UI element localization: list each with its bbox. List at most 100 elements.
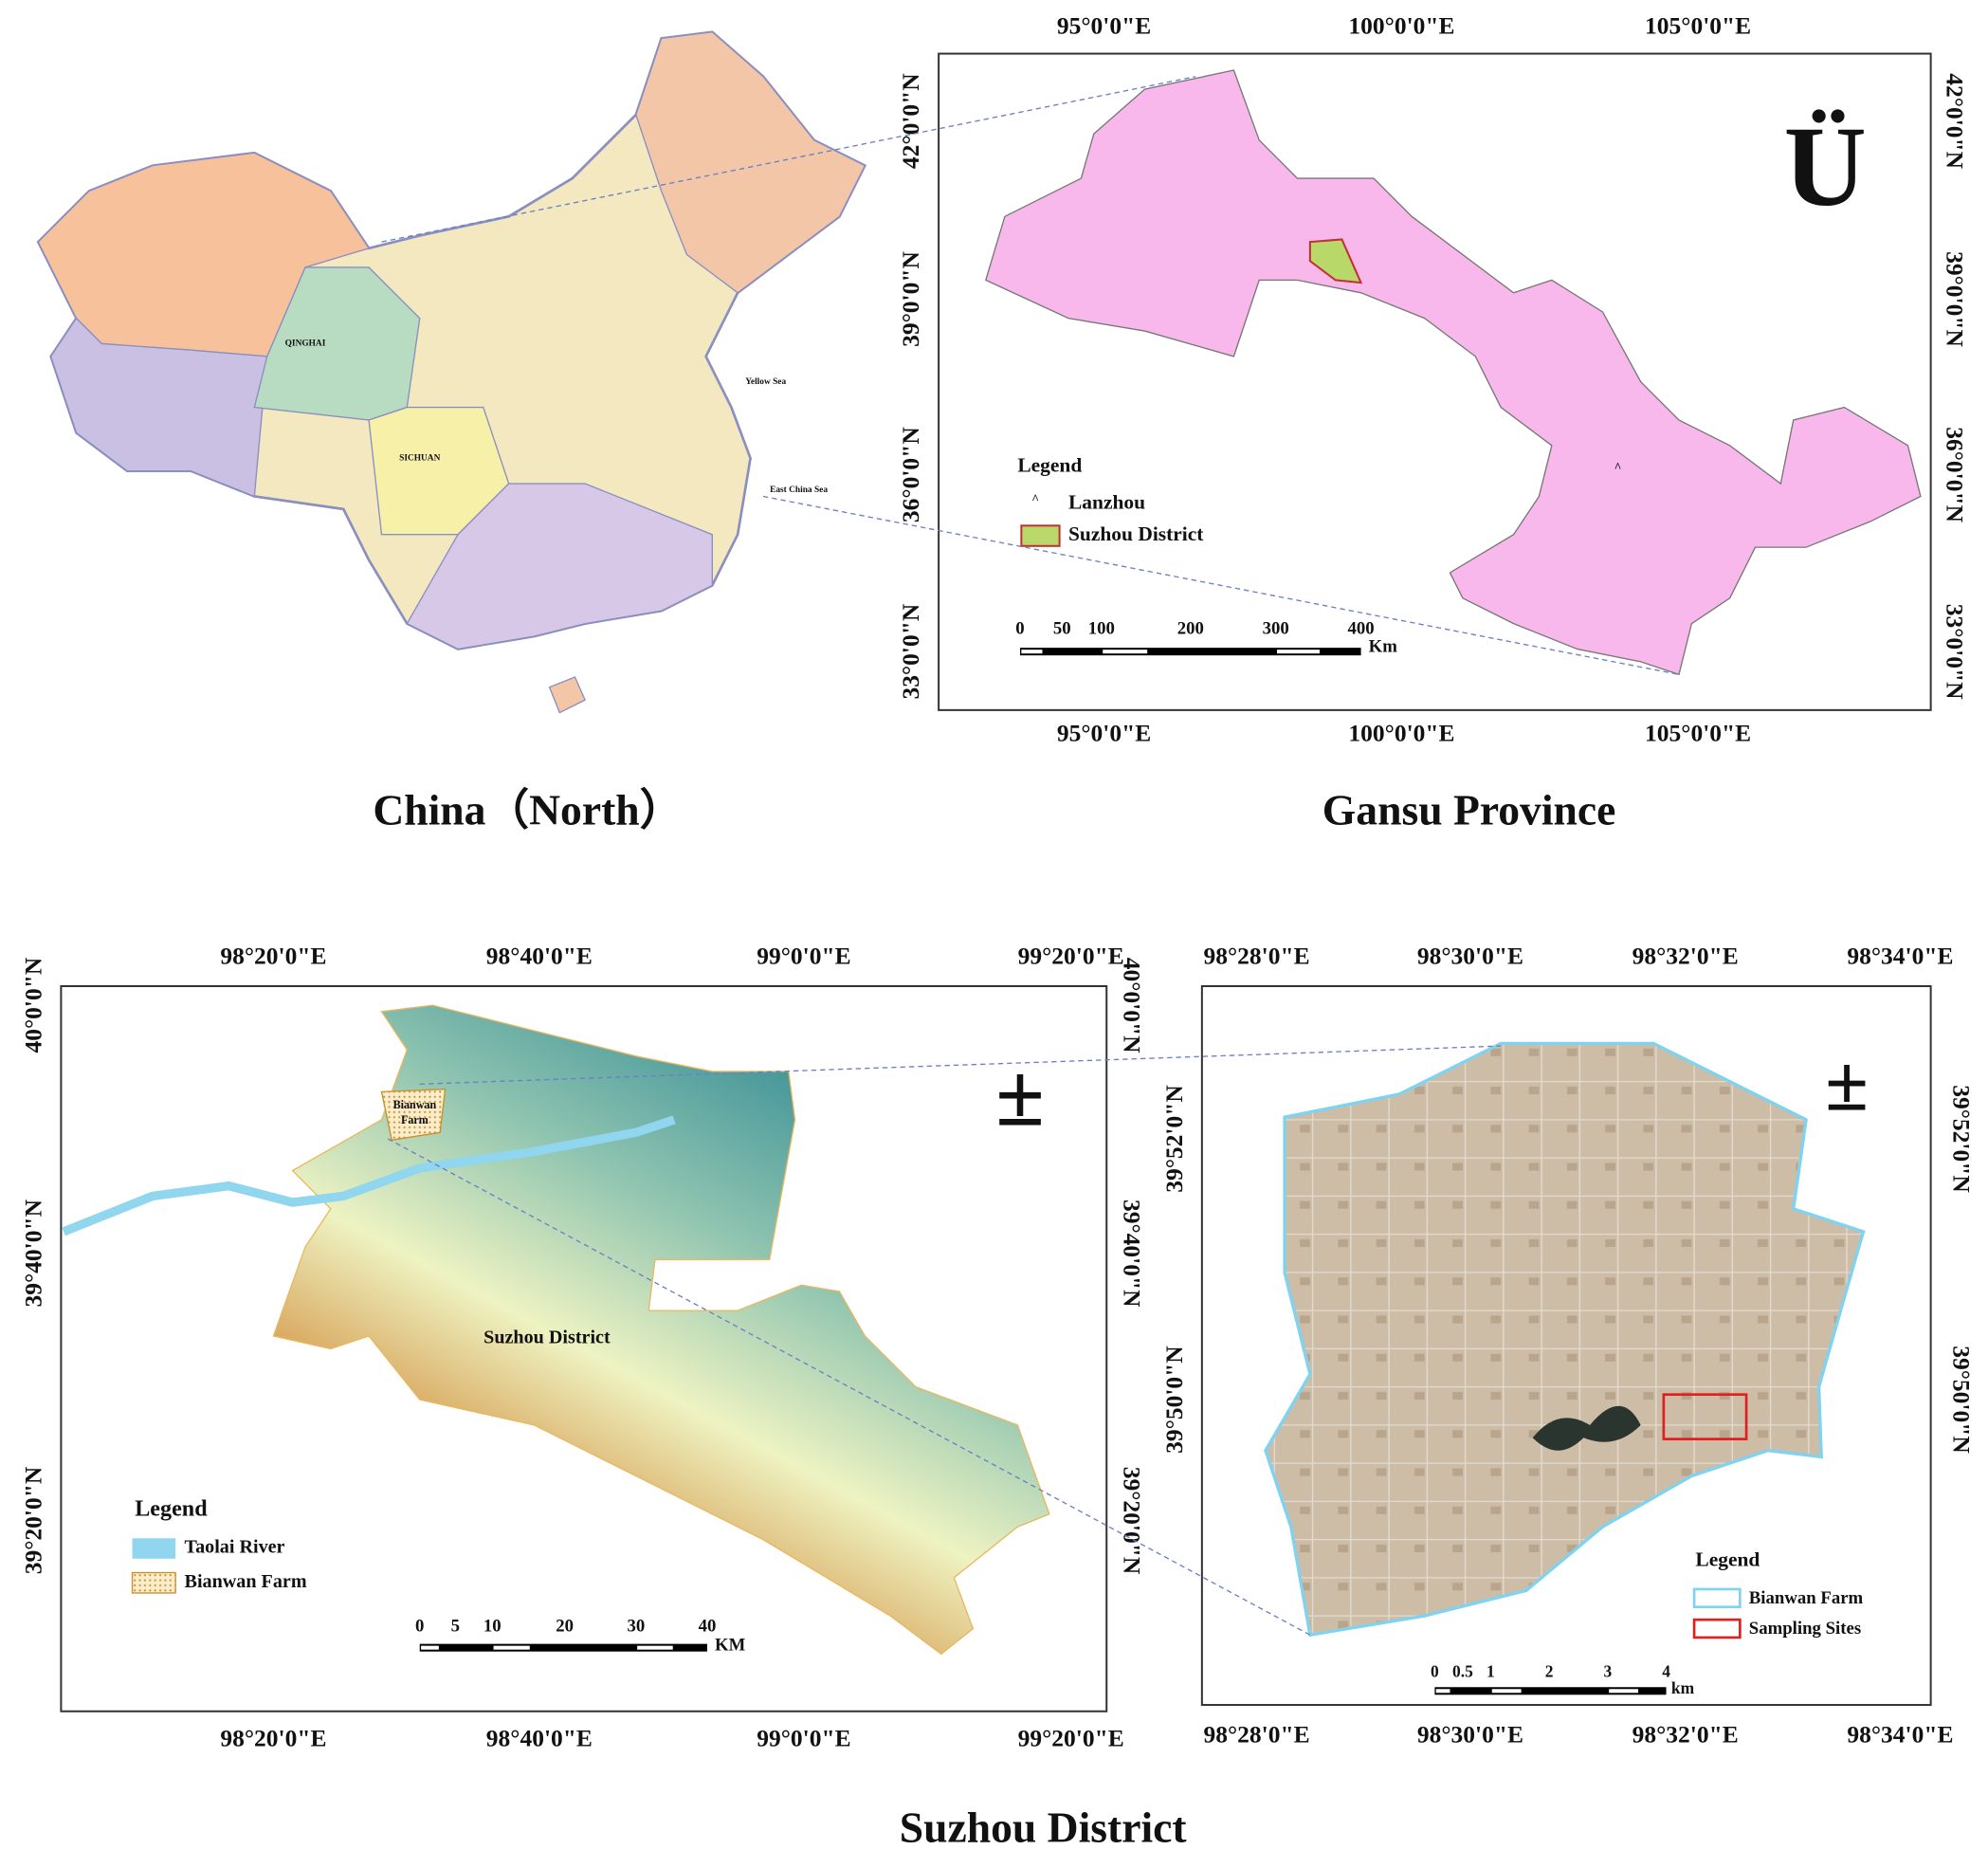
legend-swatch: [1020, 524, 1061, 547]
legend-title: Legend: [1017, 454, 1082, 477]
legend-item: Lanzhou: [1068, 490, 1145, 513]
scale-bar-segment: [1277, 650, 1320, 654]
scale-bar-segment: [493, 1645, 530, 1650]
scale-bar-segment: [1021, 650, 1043, 654]
scale-label: 0: [1015, 619, 1024, 639]
scale-label: 300: [1263, 619, 1289, 639]
scale-bar-segment: [421, 1645, 439, 1650]
south: [406, 483, 713, 650]
y-tick-label: 39°0'0"N: [897, 251, 924, 347]
y-tick-label: 42°0'0"N: [1942, 73, 1969, 169]
y-tick-label: 39°20'0"N: [19, 1466, 46, 1574]
x-tick-label: 95°0'0"E: [1057, 720, 1151, 747]
y-tick-label: 39°40'0"N: [19, 1199, 46, 1307]
northeast: [635, 31, 866, 294]
region-label: East China Sea: [770, 485, 828, 495]
north-arrow: Ü: [1784, 103, 1867, 230]
tibet: [49, 317, 268, 498]
x-tick-label: 98°32'0"E: [1632, 1720, 1739, 1748]
y-tick-label: 36°0'0"N: [1942, 427, 1969, 522]
scale-bar: [419, 1643, 707, 1652]
scale-label: 4: [1662, 1661, 1670, 1680]
scale-unit: km: [1671, 1678, 1695, 1697]
lanzhou-marker: ^: [1614, 460, 1622, 474]
connector-line: [387, 1138, 1311, 1636]
farm-label: Bianwan: [393, 1098, 437, 1111]
panel-title: China（North）: [373, 785, 683, 833]
scale-label: 10: [483, 1617, 502, 1637]
x-tick-label: 98°30'0"E: [1417, 942, 1523, 969]
scale-bar-segment: [1609, 1689, 1639, 1694]
scale-label: 5: [451, 1617, 460, 1637]
scale-bar: [1434, 1687, 1667, 1695]
scale-bar-segment: [1491, 1689, 1522, 1694]
y-tick-label: 36°0'0"N: [897, 427, 924, 522]
x-tick-label: 98°20'0"E: [220, 942, 326, 969]
bianwan-farm: [380, 1088, 447, 1142]
scale-bar-segment: [637, 1645, 673, 1650]
map-frame: [1200, 985, 1932, 1707]
suzhou-district: [272, 1004, 1050, 1656]
legend-item: Suzhou District: [1068, 522, 1204, 545]
x-tick-label: 99°20'0"E: [1018, 942, 1124, 969]
legend-item: Bianwan Farm: [185, 1571, 307, 1592]
legend-swatch: [132, 1538, 176, 1559]
scale-unit: KM: [715, 1636, 746, 1656]
legend-item: Taolai River: [185, 1537, 285, 1558]
scale-unit: Km: [1369, 636, 1398, 656]
x-tick-label: 100°0'0"E: [1348, 12, 1454, 40]
scale-label: 40: [699, 1617, 717, 1637]
scale-bar-segment: [1103, 650, 1148, 654]
connector-line: [381, 76, 1196, 243]
region-label: Yellow Sea: [745, 377, 786, 387]
pond: [1532, 1405, 1641, 1451]
x-tick-label: 98°28'0"E: [1203, 942, 1309, 969]
scale-label: 20: [556, 1617, 574, 1637]
north-arrow: ±: [1825, 1039, 1869, 1126]
x-tick-label: 105°0'0"E: [1645, 12, 1751, 40]
x-tick-label: 99°20'0"E: [1018, 1724, 1124, 1751]
y-tick-label: 39°50'0"N: [1160, 1346, 1188, 1454]
scale-label: 3: [1603, 1661, 1612, 1680]
map-frame: [938, 52, 1932, 711]
y-tick-label: 42°0'0"N: [897, 73, 924, 169]
connector-line: [419, 1045, 1502, 1085]
north-arrow: ±: [995, 1046, 1045, 1145]
connector-line: [762, 495, 1680, 675]
legend-title: Legend: [135, 1495, 208, 1521]
y-tick-label: 33°0'0"N: [1942, 604, 1969, 700]
scale-label: 2: [1545, 1661, 1554, 1680]
x-tick-label: 98°40'0"E: [486, 1724, 593, 1751]
y-tick-label: 39°50'0"N: [1947, 1346, 1975, 1454]
map-frame: [60, 985, 1108, 1712]
district-label: Suzhou District: [483, 1327, 611, 1347]
legend-item: Bianwan Farm: [1749, 1588, 1864, 1608]
legend-swatch: [1692, 1587, 1742, 1609]
panel-title: Suzhou District: [900, 1804, 1187, 1852]
x-tick-label: 105°0'0"E: [1645, 720, 1751, 747]
scale-label: 0: [1431, 1661, 1439, 1680]
x-tick-label: 100°0'0"E: [1348, 720, 1454, 747]
legend-swatch: [131, 1571, 176, 1594]
suzhou-highlight: [1308, 238, 1363, 284]
x-tick-label: 99°0'0"E: [757, 942, 850, 969]
scale-label: 30: [627, 1617, 645, 1637]
x-tick-label: 98°34'0"E: [1847, 1720, 1953, 1748]
y-tick-label: 39°20'0"N: [1119, 1467, 1146, 1575]
legend-title: Legend: [1695, 1548, 1760, 1570]
scale-label: 200: [1177, 619, 1204, 639]
legend-item: Sampling Sites: [1749, 1619, 1861, 1639]
region-label: QINGHAI: [285, 339, 326, 349]
y-tick-label: 39°52'0"N: [1947, 1085, 1975, 1193]
scale-bar: [1020, 648, 1361, 656]
y-tick-label: 39°0'0"N: [1942, 251, 1969, 347]
x-tick-label: 95°0'0"E: [1057, 12, 1151, 40]
scale-label: 0.5: [1452, 1661, 1473, 1680]
farm-label: Farm: [401, 1113, 429, 1126]
x-tick-label: 98°40'0"E: [486, 942, 593, 969]
y-tick-label: 40°0'0"N: [19, 957, 46, 1053]
scale-bar-segment: [1435, 1689, 1450, 1694]
y-tick-label: 39°40'0"N: [1119, 1200, 1146, 1308]
scale-label: 400: [1347, 619, 1374, 639]
